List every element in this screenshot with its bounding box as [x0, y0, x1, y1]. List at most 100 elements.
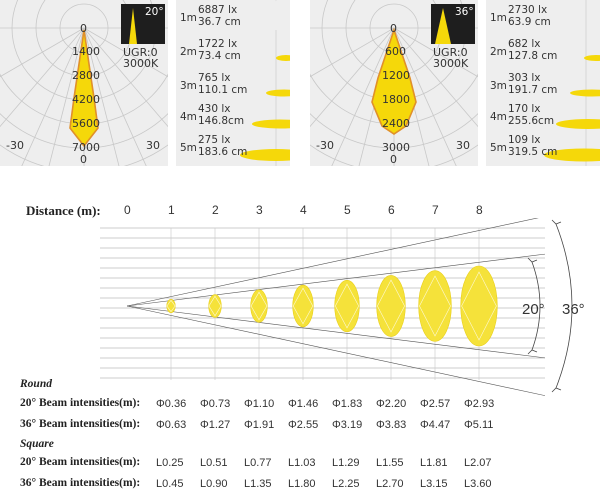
distance-tick-label: 3	[256, 203, 263, 217]
square-20-label: 20° Beam intensities(m):	[20, 456, 141, 468]
beam-value-cell: Φ1.10	[244, 398, 275, 410]
lux-row: 2m1722 lx 73.4 cm	[180, 38, 241, 62]
beam-value-cell: L3.60	[464, 478, 492, 490]
radial-label: 0	[390, 153, 397, 166]
radial-label: 2800	[72, 69, 100, 82]
polar-panel-36: 0 600 1200 1800 2400 3000 0 -30 30 36° U…	[310, 0, 478, 166]
radial-label: 600	[385, 45, 406, 58]
angle-arc-36	[555, 223, 573, 389]
distance-label: 3m	[490, 80, 507, 92]
beam-value-cell: Φ2.93	[464, 398, 495, 410]
beam-value-cell: Φ0.36	[156, 398, 187, 410]
lux-value: 765 lx	[198, 72, 231, 84]
lux-value: 2730 lx	[508, 4, 548, 16]
diameter-value: 191.7 cm	[508, 84, 558, 96]
lux-panel-20: 1m6887 lx 36.7 cm 2m1722 lx 73.4 cm 3m765 …	[176, 0, 290, 166]
light-spot	[208, 294, 222, 318]
beam-value-cell: Φ0.73	[200, 398, 231, 410]
light-spot-core	[419, 275, 451, 337]
light-spot-core	[250, 291, 268, 321]
beam-value-cell: Φ1.83	[332, 398, 363, 410]
light-spot	[376, 275, 406, 337]
beam-edge-20	[126, 305, 546, 359]
lux-value: 6887 lx	[198, 4, 238, 16]
angle-outer-label: 36°	[562, 301, 585, 318]
radial-label: 3000	[382, 141, 410, 154]
diameter-value: 146.8cm	[198, 115, 245, 127]
cct-label: 3000K	[433, 57, 469, 70]
cct-label: 3000K	[123, 57, 159, 70]
angle-arc-20	[531, 261, 541, 351]
lux-row: 1m2730 lx 63.9 cm	[490, 4, 551, 28]
beam-value-cell: Φ0.63	[156, 419, 187, 431]
radial-label: 1200	[382, 69, 410, 82]
beam-value-cell: Φ2.57	[420, 398, 451, 410]
beam-edge-36	[126, 218, 539, 307]
lux-value: 275 lx	[198, 134, 231, 146]
distance-label: 2m	[180, 46, 197, 58]
lux-value: 303 lx	[508, 72, 541, 84]
lux-row: 3m303 lx 191.7 cm	[490, 72, 557, 96]
diameter-value: 36.7 cm	[198, 16, 241, 28]
distance-tick-label: 8	[476, 203, 483, 217]
lux-row: 4m170 lx 255.6cm	[490, 103, 554, 127]
arrowhead	[551, 219, 562, 225]
radial-label: 2400	[382, 117, 410, 130]
radial-label: 0	[80, 22, 87, 35]
beam-value-cell: L2.07	[464, 457, 492, 469]
beam-value-cell: L1.55	[376, 457, 404, 469]
beam-value-cell: L0.25	[156, 457, 184, 469]
beam-value-cell: L0.51	[200, 457, 228, 469]
beam-edge-36	[126, 305, 546, 396]
square-36-label: 36° Beam intensities(m):	[20, 477, 141, 489]
lux-value: 682 lx	[508, 38, 541, 50]
distance-label: 4m	[490, 111, 507, 123]
lux-cone	[544, 0, 600, 166]
lux-row: 4m430 lx 146.8cm	[180, 103, 244, 127]
beam-angle-badge: 36°	[431, 4, 475, 44]
distance-tick-label: 5	[344, 203, 351, 217]
beam-value-cell: Φ2.55	[288, 419, 319, 431]
beam-value-cell: L2.25	[332, 478, 360, 490]
radial-label: 0	[80, 153, 87, 166]
lux-row: 3m765 lx 110.1 cm	[180, 72, 247, 96]
radial-label: 0	[390, 22, 397, 35]
light-spot-core	[166, 299, 176, 313]
arrowhead	[527, 349, 538, 355]
beam-spread-diagram	[100, 218, 573, 396]
distance-title: Distance (m):	[26, 203, 101, 218]
beam-value-cell: L1.80	[288, 478, 316, 490]
light-spot	[292, 284, 314, 328]
distance-label: 5m	[490, 142, 507, 154]
beam-lobe-36	[371, 27, 417, 135]
light-spot	[460, 265, 498, 347]
beam-angle-label: 20°	[145, 6, 164, 18]
radial-label: 1800	[382, 93, 410, 106]
angle-inner-label: 20°	[522, 301, 545, 318]
distance-label: 5m	[180, 142, 197, 154]
beam-value-cell: L0.90	[200, 478, 228, 490]
lux-row: 5m275 lx 183.6 cm	[180, 134, 247, 158]
round-20-label: 20° Beam intensities(m):	[20, 397, 141, 409]
radial-label: 7000	[72, 141, 100, 154]
square-title: Square	[20, 438, 54, 450]
light-spot-core	[334, 283, 360, 329]
lux-row: 2m682 lx 127.8 cm	[490, 38, 557, 62]
radial-label: 1400	[72, 45, 100, 58]
diameter-value: 73.4 cm	[198, 50, 241, 62]
lux-value: 430 lx	[198, 103, 231, 115]
side-angle-left: -30	[316, 139, 334, 152]
diameter-value: 63.9 cm	[508, 16, 551, 28]
lux-cone	[240, 0, 290, 166]
lux-value: 170 lx	[508, 103, 541, 115]
diameter-value: 319.5 cm	[508, 146, 558, 158]
light-spot-core	[208, 295, 222, 317]
arrowhead	[527, 257, 538, 263]
light-spot-core	[377, 279, 405, 333]
beam-value-cell: L3.15	[420, 478, 448, 490]
beam-value-cell: L1.29	[332, 457, 360, 469]
beam-value-cell: Φ5.11	[464, 419, 494, 431]
beam-value-cell: Φ3.19	[332, 419, 363, 431]
diameter-value: 183.6 cm	[198, 146, 248, 158]
distance-tick-label: 6	[388, 203, 395, 217]
